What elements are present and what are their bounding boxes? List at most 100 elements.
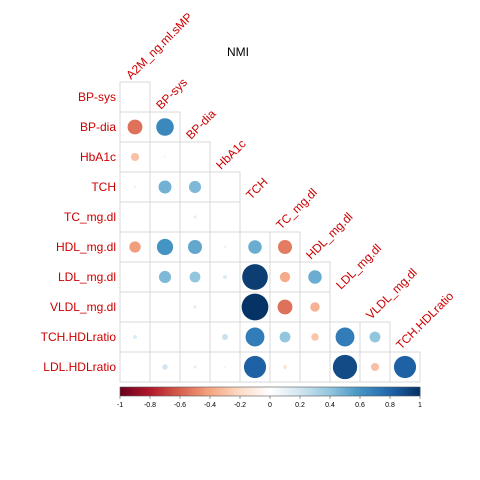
color-legend-step <box>360 387 364 396</box>
color-legend-step <box>354 387 358 396</box>
color-legend-step <box>378 387 382 396</box>
color-legend-step <box>216 387 220 396</box>
color-legend-tick-label: -0.2 <box>234 402 246 409</box>
color-legend-step <box>348 387 352 396</box>
corr-circle-hdl-mg-dl-a2m-ng-ml-smp <box>129 241 141 253</box>
corr-circle-vldl-mg-dl-a2m-ng-ml-smp <box>134 306 136 308</box>
color-legend-step <box>363 387 367 396</box>
color-legend-step <box>402 387 406 396</box>
color-legend-step <box>414 387 418 396</box>
color-legend-step <box>174 387 178 396</box>
corr-circle-tc-mg-dl-bp-sys <box>164 216 166 218</box>
color-legend-tick-label: 1 <box>418 402 422 409</box>
corr-circle-tch-hdlratio-a2m-ng-ml-smp <box>132 334 138 340</box>
color-legend-step <box>183 387 187 396</box>
color-legend-step <box>138 387 142 396</box>
corr-circle-tch-hdlratio-hdl-mg-dl <box>311 333 319 341</box>
matrix-cell-r6-c0 <box>119 261 151 293</box>
color-legend-step <box>333 387 337 396</box>
color-legend-step <box>339 387 343 396</box>
color-legend-step <box>309 387 313 396</box>
corr-circle-ldl-mg-dl-tc-mg-dl <box>279 271 291 283</box>
corr-circle-vldl-mg-dl-tch <box>241 293 269 321</box>
color-legend-step <box>345 387 349 396</box>
color-legend-step <box>162 387 166 396</box>
color-legend-step <box>189 387 193 396</box>
matrix-cell-r6-c2 <box>179 261 211 293</box>
color-legend-step <box>294 387 298 396</box>
color-legend-step <box>222 387 226 396</box>
color-legend-step <box>132 387 136 396</box>
color-legend-step <box>153 387 157 396</box>
color-legend-step <box>240 387 244 396</box>
corr-circle-tch-hdlratio-vldl-mg-dl <box>369 331 381 343</box>
chart-title: NMI <box>227 45 249 59</box>
corr-circle-tch-hdlratio-bp-dia <box>194 336 196 338</box>
color-legend-step <box>156 387 160 396</box>
color-legend-step <box>258 387 262 396</box>
color-legend-step <box>267 387 271 396</box>
color-legend-step <box>405 387 409 396</box>
corr-circle-ldl-hdlratio-hdl-mg-dl <box>314 366 316 368</box>
color-legend-step <box>198 387 202 396</box>
color-legend-step <box>297 387 301 396</box>
color-legend-step <box>300 387 304 396</box>
color-legend-step <box>204 387 208 396</box>
corr-circle-tc-mg-dl-hba1c <box>224 216 226 218</box>
color-legend-step <box>213 387 217 396</box>
color-legend-step <box>192 387 196 396</box>
color-legend-tick-label: 0.4 <box>325 402 335 409</box>
color-legend-step <box>321 387 325 396</box>
corr-circle-ldl-mg-dl-bp-sys <box>158 270 172 284</box>
color-legend-step <box>279 387 283 396</box>
corr-circle-tch-hdlratio-bp-sys <box>164 336 166 338</box>
color-legend-step <box>264 387 268 396</box>
color-legend-step <box>291 387 295 396</box>
color-legend-step <box>219 387 223 396</box>
color-legend-step <box>327 387 331 396</box>
color-legend <box>119 386 421 397</box>
corr-circle-ldl-mg-dl-tch <box>242 264 268 290</box>
color-legend-step <box>273 387 277 396</box>
corr-circle-tc-mg-dl-bp-dia <box>193 215 197 219</box>
color-legend-step <box>351 387 355 396</box>
corr-circle-tch-hba1c <box>224 186 226 188</box>
color-legend-step <box>411 387 415 396</box>
row-label-tch-hdlratio: TCH.HDLratio <box>41 330 117 344</box>
color-legend-step <box>375 387 379 396</box>
corr-circle-tch-a2m-ng-ml-smp <box>133 185 137 189</box>
corr-circle-hba1c-bp-dia <box>194 156 196 158</box>
color-legend-step <box>381 387 385 396</box>
color-legend-step <box>399 387 403 396</box>
color-legend-step <box>408 387 412 396</box>
color-legend-step <box>336 387 340 396</box>
color-legend-step <box>324 387 328 396</box>
color-legend-step <box>129 387 133 396</box>
row-label-tch: TCH <box>91 180 116 194</box>
color-legend-step <box>387 387 391 396</box>
color-legend-step <box>255 387 259 396</box>
color-legend-step <box>390 387 394 396</box>
color-legend-step <box>228 387 232 396</box>
corr-circle-hdl-mg-dl-bp-dia <box>187 239 203 255</box>
color-legend-step <box>120 387 124 396</box>
matrix-cell-r9-c8 <box>359 351 391 383</box>
color-legend-step <box>126 387 130 396</box>
corr-circle-ldl-hdlratio-bp-sys <box>162 364 168 370</box>
corr-circle-tch-hdlratio-ldl-mg-dl <box>335 327 355 347</box>
color-legend-step <box>303 387 307 396</box>
color-legend-step <box>168 387 172 396</box>
color-legend-step <box>276 387 280 396</box>
row-label-tc-mg-dl: TC_mg.dl <box>64 210 116 224</box>
color-legend-step <box>312 387 316 396</box>
corr-circle-ldl-mg-dl-hdl-mg-dl <box>308 270 322 284</box>
color-legend-tick-label: -1 <box>117 402 123 409</box>
corr-circle-vldl-mg-dl-hba1c <box>224 306 226 308</box>
corr-circle-ldl-mg-dl-bp-dia <box>189 271 201 283</box>
color-legend-step <box>195 387 199 396</box>
color-legend-step <box>123 387 127 396</box>
color-legend-step <box>315 387 319 396</box>
color-legend-step <box>306 387 310 396</box>
corr-circle-hdl-mg-dl-hba1c <box>223 245 227 249</box>
color-legend-step <box>393 387 397 396</box>
